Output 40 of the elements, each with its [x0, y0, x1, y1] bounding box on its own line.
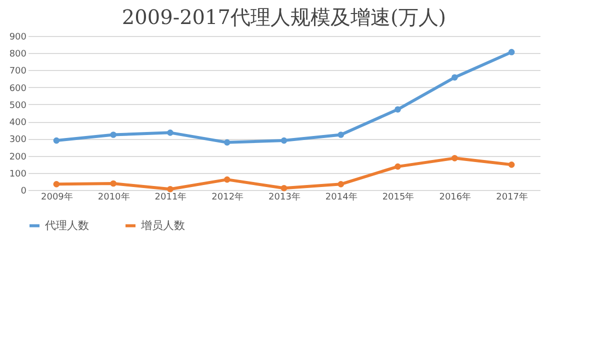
point: [224, 139, 230, 146]
point: [280, 137, 288, 144]
x-tick-label: 2017年: [496, 192, 528, 202]
y-tick-label: 200: [9, 152, 27, 162]
point: [53, 181, 60, 188]
point: [394, 163, 401, 170]
x-tick-label: 2011年: [154, 192, 187, 202]
x-tick-label: 2010年: [98, 192, 130, 202]
point: [452, 74, 458, 81]
point: [452, 155, 458, 162]
y-tick-label: 800: [9, 50, 27, 60]
y-tick-label: 100: [9, 169, 27, 180]
point: [508, 162, 515, 168]
x-tick-label: 2015年: [382, 192, 414, 202]
y-tick-label: 0: [20, 186, 27, 196]
point: [167, 186, 174, 192]
x-tick-label: 2012年: [212, 192, 244, 202]
point: [110, 132, 116, 138]
y-tick-label: 900: [9, 32, 27, 42]
x-tick-label: 2014年: [325, 192, 358, 202]
legend-label: 增员人数: [140, 218, 185, 232]
y-tick-label: 400: [9, 118, 27, 128]
legend-label: 代理人数: [44, 218, 89, 232]
point: [167, 130, 174, 136]
y-tick-label: 600: [9, 84, 27, 94]
point: [280, 184, 288, 192]
x-tick-label: 2016年: [439, 192, 472, 202]
point: [508, 48, 515, 56]
point: [53, 137, 60, 144]
y-tick-label: 500: [9, 100, 27, 111]
point: [394, 106, 401, 113]
x-tick-label: 2009年: [40, 192, 73, 202]
chart-title: 2009-2017代理人规模及增速(万人): [122, 5, 446, 29]
y-tick-label: 300: [9, 135, 27, 146]
point: [338, 132, 344, 138]
y-tick-label: 700: [9, 66, 27, 77]
point: [338, 181, 344, 188]
point: [224, 176, 230, 183]
point: [110, 180, 116, 187]
x-tick-label: 2013年: [268, 192, 300, 202]
